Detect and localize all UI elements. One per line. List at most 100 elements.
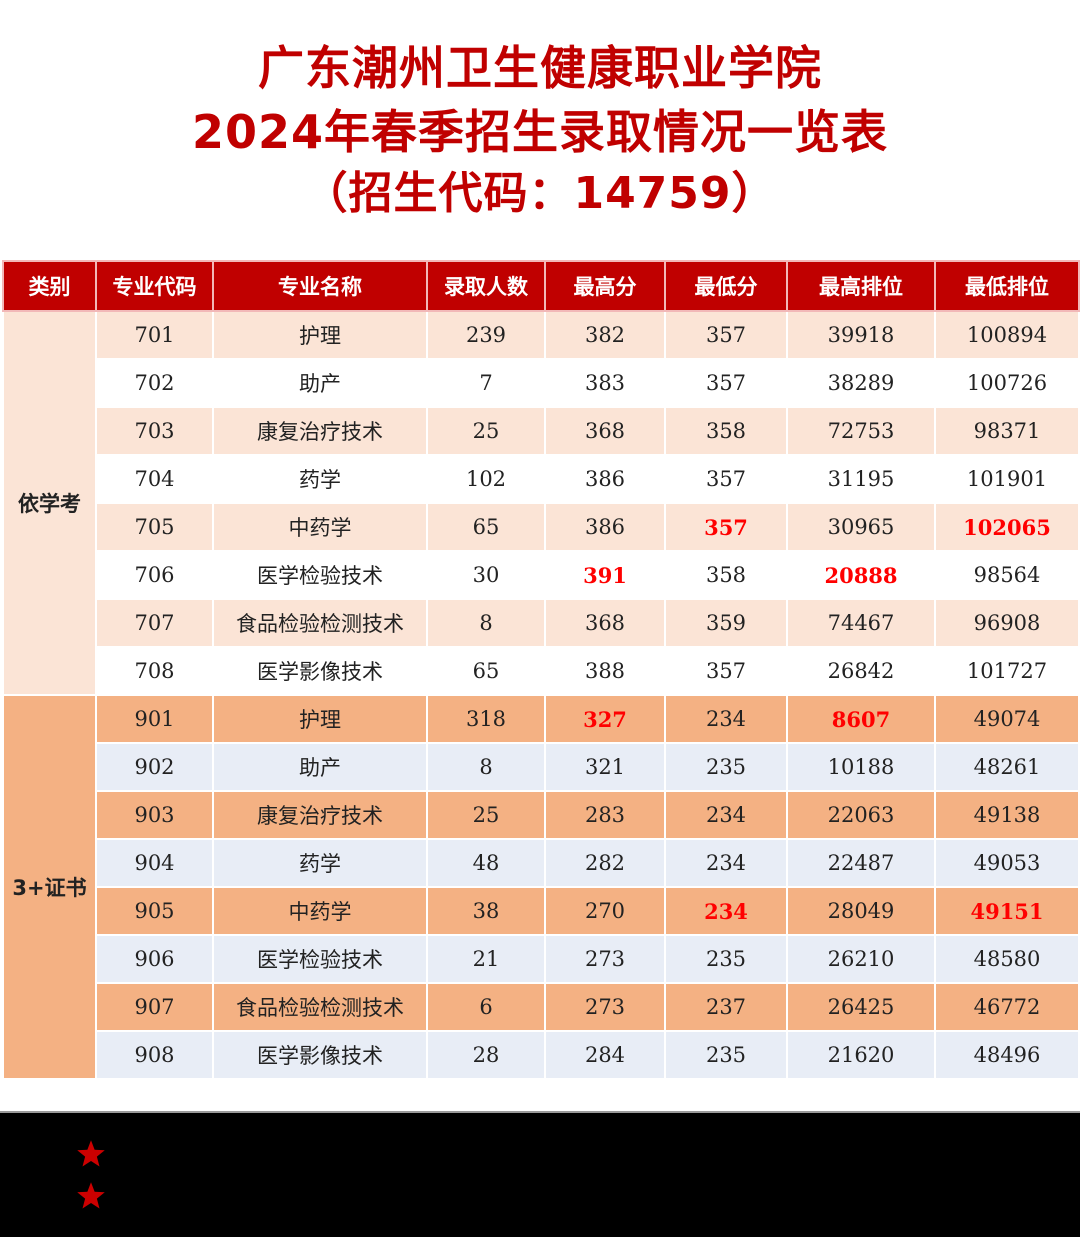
header-major-code: 专业代码 xyxy=(95,260,214,312)
min-rank-cell: 49138 xyxy=(934,790,1080,840)
title-enrollment-code: （招生代码：14759） xyxy=(303,168,777,219)
major-name-cell: 食品检验检测技术 xyxy=(212,598,428,648)
major-code-cell: 701 xyxy=(95,310,214,360)
category-cell: 依学考 xyxy=(2,310,97,696)
max-score-cell: 368 xyxy=(544,598,666,648)
table-row: 702 助产 7 383 357 38289 100726 xyxy=(3,358,1080,408)
admitted-count-cell: 21 xyxy=(426,934,546,984)
min-score-cell: 358 xyxy=(664,406,788,456)
min-rank-cell: 46772 xyxy=(934,982,1080,1032)
min-rank-cell: 102065 xyxy=(934,502,1080,552)
major-name-cell: 护理 xyxy=(212,694,428,744)
max-score-cell: 391 xyxy=(544,550,666,600)
header-admitted-count: 录取人数 xyxy=(426,260,546,312)
major-code-cell: 703 xyxy=(95,406,214,456)
min-rank-cell: 100726 xyxy=(934,358,1080,408)
max-rank-cell: 30965 xyxy=(786,502,936,552)
major-name-cell: 康复治疗技术 xyxy=(212,790,428,840)
min-rank-cell: 101901 xyxy=(934,454,1080,504)
header-major-name: 专业名称 xyxy=(212,260,428,312)
title-school-name: 广东潮州卫生健康职业学院 xyxy=(258,41,822,95)
star-icon xyxy=(77,1182,105,1209)
min-score-cell: 234 xyxy=(664,694,788,744)
max-rank-cell: 39918 xyxy=(786,310,936,360)
min-score-cell: 357 xyxy=(664,310,788,360)
admitted-count-cell: 30 xyxy=(426,550,546,600)
table-row: 905 中药学 38 270 234 28049 49151 xyxy=(3,886,1080,936)
min-rank-cell: 96908 xyxy=(934,598,1080,648)
admitted-count-cell: 25 xyxy=(426,406,546,456)
max-score-cell: 327 xyxy=(544,694,666,744)
table-row: 704 药学 102 386 357 31195 101901 xyxy=(3,454,1080,504)
table-row: 依学考 701 护理 239 382 357 39918 100894 xyxy=(2,310,1080,696)
table-row: 907 食品检验检测技术 6 273 237 26425 46772 xyxy=(3,982,1080,1032)
min-rank-cell: 48580 xyxy=(934,934,1080,984)
max-rank-cell: 21620 xyxy=(786,1030,936,1080)
table-row: 902 助产 8 321 235 10188 48261 xyxy=(3,742,1080,792)
table-body: 依学考 701 护理 239 382 357 39918 100894 702 助产 7 383 357… xyxy=(2,310,1080,1080)
admitted-count-cell: 28 xyxy=(426,1030,546,1080)
major-code-cell: 705 xyxy=(95,502,214,552)
max-rank-cell: 72753 xyxy=(786,406,936,456)
major-code-cell: 902 xyxy=(95,742,214,792)
max-score-cell: 283 xyxy=(544,790,666,840)
max-score-cell: 382 xyxy=(544,310,666,360)
header-min-rank: 最低排位 xyxy=(934,260,1080,312)
admitted-count-cell: 65 xyxy=(426,646,546,696)
header-category: 类别 xyxy=(2,260,97,312)
major-code-cell: 903 xyxy=(95,790,214,840)
min-score-cell: 235 xyxy=(664,1030,788,1080)
admitted-count-cell: 8 xyxy=(426,598,546,648)
min-score-cell: 234 xyxy=(664,790,788,840)
max-score-cell: 388 xyxy=(544,646,666,696)
max-rank-cell: 31195 xyxy=(786,454,936,504)
max-rank-cell: 38289 xyxy=(786,358,936,408)
max-score-cell: 284 xyxy=(544,1030,666,1080)
min-rank-cell: 48261 xyxy=(934,742,1080,792)
max-score-cell: 270 xyxy=(544,886,666,936)
max-score-cell: 386 xyxy=(544,502,666,552)
table-row: 707 食品检验检测技术 8 368 359 74467 96908 xyxy=(3,598,1080,648)
major-name-cell: 中药学 xyxy=(212,886,428,936)
major-code-cell: 905 xyxy=(95,886,214,936)
major-name-cell: 助产 xyxy=(212,358,428,408)
major-code-cell: 702 xyxy=(95,358,214,408)
major-name-cell: 康复治疗技术 xyxy=(212,406,428,456)
table-row: 908 医学影像技术 28 284 235 21620 48496 xyxy=(3,1030,1080,1080)
major-code-cell: 901 xyxy=(95,694,214,744)
max-score-cell: 273 xyxy=(544,982,666,1032)
major-name-cell: 医学影像技术 xyxy=(212,646,428,696)
major-name-cell: 助产 xyxy=(212,742,428,792)
major-code-cell: 907 xyxy=(95,982,214,1032)
max-rank-cell: 26210 xyxy=(786,934,936,984)
max-score-cell: 368 xyxy=(544,406,666,456)
min-rank-cell: 49053 xyxy=(934,838,1080,888)
major-name-cell: 护理 xyxy=(212,310,428,360)
min-score-cell: 357 xyxy=(664,502,788,552)
table-header-row: 类别 专业代码 专业名称 录取人数 最高分 最低分 最高排位 最低排位 xyxy=(2,260,1080,312)
max-rank-cell: 10188 xyxy=(786,742,936,792)
admitted-count-cell: 38 xyxy=(426,886,546,936)
min-rank-cell: 101727 xyxy=(934,646,1080,696)
min-score-cell: 235 xyxy=(664,742,788,792)
title-block: 广东潮州卫生健康职业学院 2024年春季招生录取情况一览表 （招生代码：1475… xyxy=(0,0,1080,258)
admitted-count-cell: 48 xyxy=(426,838,546,888)
min-score-cell: 234 xyxy=(664,838,788,888)
min-score-cell: 235 xyxy=(664,934,788,984)
min-score-cell: 357 xyxy=(664,454,788,504)
max-rank-cell: 8607 xyxy=(786,694,936,744)
min-rank-cell: 49151 xyxy=(934,886,1080,936)
min-rank-cell: 98371 xyxy=(934,406,1080,456)
min-score-cell: 357 xyxy=(664,646,788,696)
header-min-score: 最低分 xyxy=(664,260,788,312)
max-rank-cell: 20888 xyxy=(786,550,936,600)
admitted-count-cell: 318 xyxy=(426,694,546,744)
min-score-cell: 234 xyxy=(664,886,788,936)
max-score-cell: 282 xyxy=(544,838,666,888)
major-name-cell: 医学检验技术 xyxy=(212,550,428,600)
max-rank-cell: 22487 xyxy=(786,838,936,888)
admitted-count-cell: 7 xyxy=(426,358,546,408)
footer-bar xyxy=(0,1111,1080,1237)
major-code-cell: 706 xyxy=(95,550,214,600)
min-rank-cell: 100894 xyxy=(934,310,1080,360)
